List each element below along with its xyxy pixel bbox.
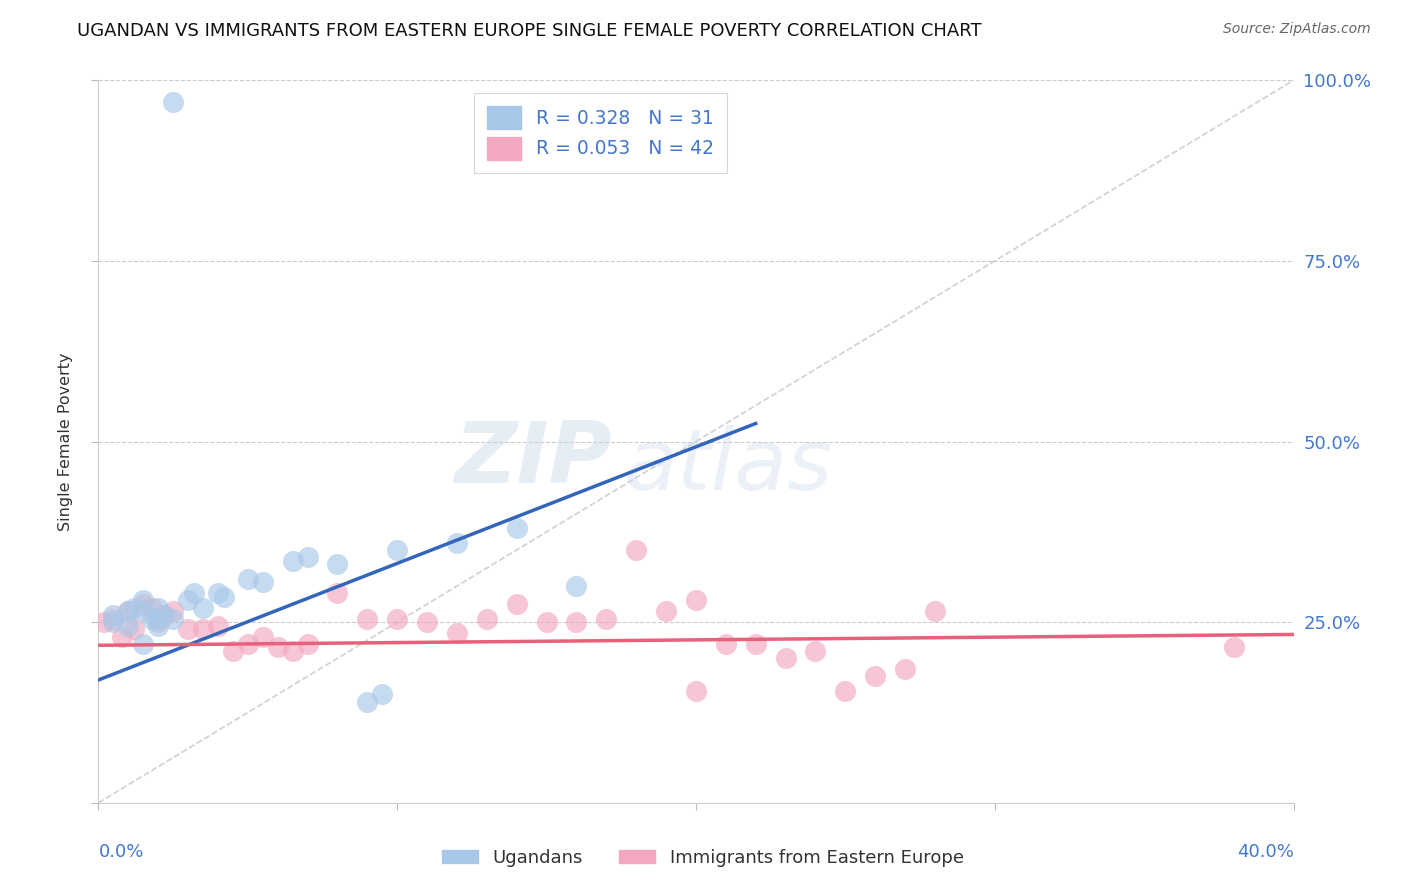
Point bbox=[446, 535, 468, 549]
Point bbox=[162, 611, 184, 625]
Legend: Ugandans, Immigrants from Eastern Europe: Ugandans, Immigrants from Eastern Europe bbox=[434, 842, 972, 874]
Point bbox=[297, 550, 319, 565]
Point bbox=[177, 593, 200, 607]
Point bbox=[141, 611, 163, 625]
Point bbox=[894, 662, 917, 676]
Point bbox=[153, 607, 176, 622]
Point bbox=[207, 619, 229, 633]
Point bbox=[124, 623, 146, 637]
Text: UGANDAN VS IMMIGRANTS FROM EASTERN EUROPE SINGLE FEMALE POVERTY CORRELATION CHAR: UGANDAN VS IMMIGRANTS FROM EASTERN EUROP… bbox=[77, 22, 981, 40]
Point bbox=[132, 604, 155, 618]
Point bbox=[326, 558, 349, 572]
Point bbox=[865, 669, 887, 683]
Point bbox=[177, 623, 200, 637]
Point bbox=[222, 644, 245, 658]
Point bbox=[326, 586, 349, 600]
Point bbox=[356, 695, 378, 709]
Point bbox=[93, 615, 115, 630]
Point bbox=[252, 575, 274, 590]
Point bbox=[834, 683, 856, 698]
Point bbox=[775, 651, 797, 665]
Point bbox=[1223, 640, 1246, 655]
Point bbox=[111, 630, 134, 644]
Point bbox=[183, 586, 205, 600]
Point bbox=[536, 615, 558, 630]
Point bbox=[281, 554, 304, 568]
Point bbox=[141, 600, 163, 615]
Point bbox=[148, 611, 170, 625]
Point bbox=[103, 611, 125, 625]
Point bbox=[117, 619, 139, 633]
Point bbox=[132, 597, 155, 611]
Point bbox=[685, 593, 707, 607]
Y-axis label: Single Female Poverty: Single Female Poverty bbox=[58, 352, 73, 531]
Point bbox=[162, 95, 184, 109]
Point bbox=[416, 615, 439, 630]
Point bbox=[281, 644, 304, 658]
Point bbox=[804, 644, 827, 658]
Point bbox=[103, 607, 125, 622]
Point bbox=[124, 600, 146, 615]
Point bbox=[685, 683, 707, 698]
Point bbox=[117, 604, 139, 618]
Text: 0.0%: 0.0% bbox=[98, 843, 143, 861]
Point bbox=[356, 611, 378, 625]
Point bbox=[148, 615, 170, 630]
Point bbox=[745, 637, 768, 651]
Point bbox=[207, 586, 229, 600]
Point bbox=[162, 604, 184, 618]
Point bbox=[655, 604, 678, 618]
Point bbox=[267, 640, 290, 655]
Point bbox=[506, 521, 529, 535]
Point bbox=[212, 590, 235, 604]
Legend: R = 0.328   N = 31, R = 0.053   N = 42: R = 0.328 N = 31, R = 0.053 N = 42 bbox=[474, 94, 727, 173]
Point bbox=[506, 597, 529, 611]
Point bbox=[132, 637, 155, 651]
Point bbox=[565, 615, 588, 630]
Point bbox=[714, 637, 737, 651]
Point bbox=[132, 593, 155, 607]
Point bbox=[446, 626, 468, 640]
Text: Source: ZipAtlas.com: Source: ZipAtlas.com bbox=[1223, 22, 1371, 37]
Text: ZIP: ZIP bbox=[454, 418, 613, 501]
Point bbox=[191, 600, 214, 615]
Point bbox=[595, 611, 617, 625]
Point bbox=[297, 637, 319, 651]
Point bbox=[924, 604, 946, 618]
Point bbox=[236, 572, 259, 586]
Point bbox=[148, 600, 170, 615]
Point bbox=[252, 630, 274, 644]
Point bbox=[191, 623, 214, 637]
Point bbox=[385, 542, 409, 557]
Text: atlas: atlas bbox=[624, 425, 832, 508]
Point bbox=[236, 637, 259, 651]
Point bbox=[148, 619, 170, 633]
Point bbox=[103, 615, 125, 630]
Point bbox=[371, 687, 394, 701]
Point bbox=[475, 611, 498, 625]
Point bbox=[117, 604, 139, 618]
Point bbox=[565, 579, 588, 593]
Point bbox=[385, 611, 409, 625]
Text: 40.0%: 40.0% bbox=[1237, 843, 1294, 861]
Point bbox=[153, 607, 176, 622]
Point bbox=[626, 542, 648, 557]
